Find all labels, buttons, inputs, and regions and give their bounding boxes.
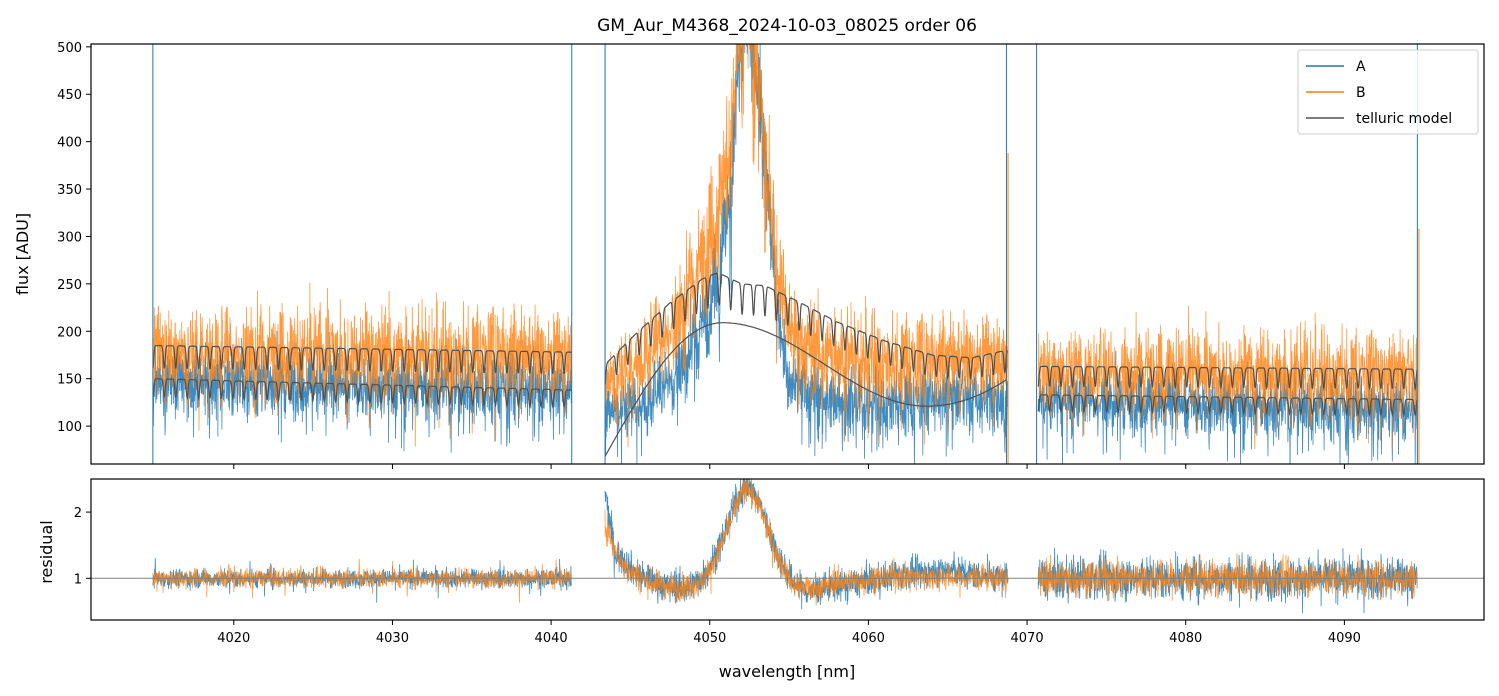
series-b-line [1037,305,1418,450]
residual-plot-area [91,479,1484,614]
flux-y-tick-label: 150 [57,373,82,388]
flux-y-tick-label: 200 [57,325,82,340]
flux-y-tick-label: 500 [57,41,82,56]
chart-title: GM_Aur_M4368_2024-10-03_08025 order 06 [597,16,977,36]
residual-b-line [152,558,572,603]
x-tick-label: 4080 [1169,631,1202,646]
legend: A B telluric model [1297,49,1479,135]
flux-y-tick-label: 300 [57,230,82,245]
telluric-model-a-line [152,378,572,410]
x-tick-label: 4090 [1328,631,1361,646]
x-tick-label: 4040 [535,631,568,646]
telluric-model-b-line [604,272,1009,385]
legend-label-b: B [1356,85,1366,101]
residual-x-ticks: 4020 4030 4040 4050 4060 4070 4080 4090 [217,620,1361,646]
residual-y-tick-label: 2 [74,506,82,521]
series-b-line [152,282,572,447]
x-tick-label: 4070 [1011,631,1044,646]
x-tick-label: 4020 [217,631,250,646]
flux-y-tick-label: 450 [57,88,82,103]
flux-y-axis-label: flux [ADU] [13,213,32,295]
series-a-line [604,44,1009,464]
x-axis-label: wavelength [nm] [719,662,856,681]
residual-b-line [1038,553,1418,602]
x-tick-label: 4050 [693,631,726,646]
legend-label-telluric: telluric model [1356,111,1452,127]
legend-label-a: A [1356,59,1366,75]
flux-plot-area [152,44,1420,464]
series-a-line [152,330,572,453]
residual-y-axis-label: residual [37,520,56,583]
flux-y-tick-label: 350 [57,183,82,198]
flux-panel: 100 150 200 250 300 350 400 450 500 flux [ADU] A… [13,41,1485,469]
residual-panel: 12 4020 4030 4040 4050 4060 4070 4080 4090 resi… [37,478,1485,681]
residual-b-line [604,479,1009,606]
series-b-line [604,44,1009,448]
flux-y-ticks: 100 150 200 250 300 350 400 450 500 [57,41,91,435]
flux-y-tick-label: 400 [57,136,82,151]
flux-axes-frame [90,43,1485,465]
x-tick-label: 4030 [376,631,409,646]
residual-y-ticks: 12 [74,506,91,587]
telluric-model-b-line [1037,365,1418,392]
legend-box [1297,49,1479,135]
residual-y-tick-label: 1 [74,572,82,587]
telluric-model-b-line [152,345,572,375]
residual-axes-frame [90,478,1485,621]
telluric-model-smooth-line [604,322,1007,457]
x-tick-label: 4060 [852,631,885,646]
series-a-line [1037,350,1418,464]
telluric-model-a-line [1037,394,1418,418]
flux-y-tick-label: 250 [57,278,82,293]
flux-x-ticks [233,464,1345,469]
flux-y-tick-label: 100 [57,420,82,435]
